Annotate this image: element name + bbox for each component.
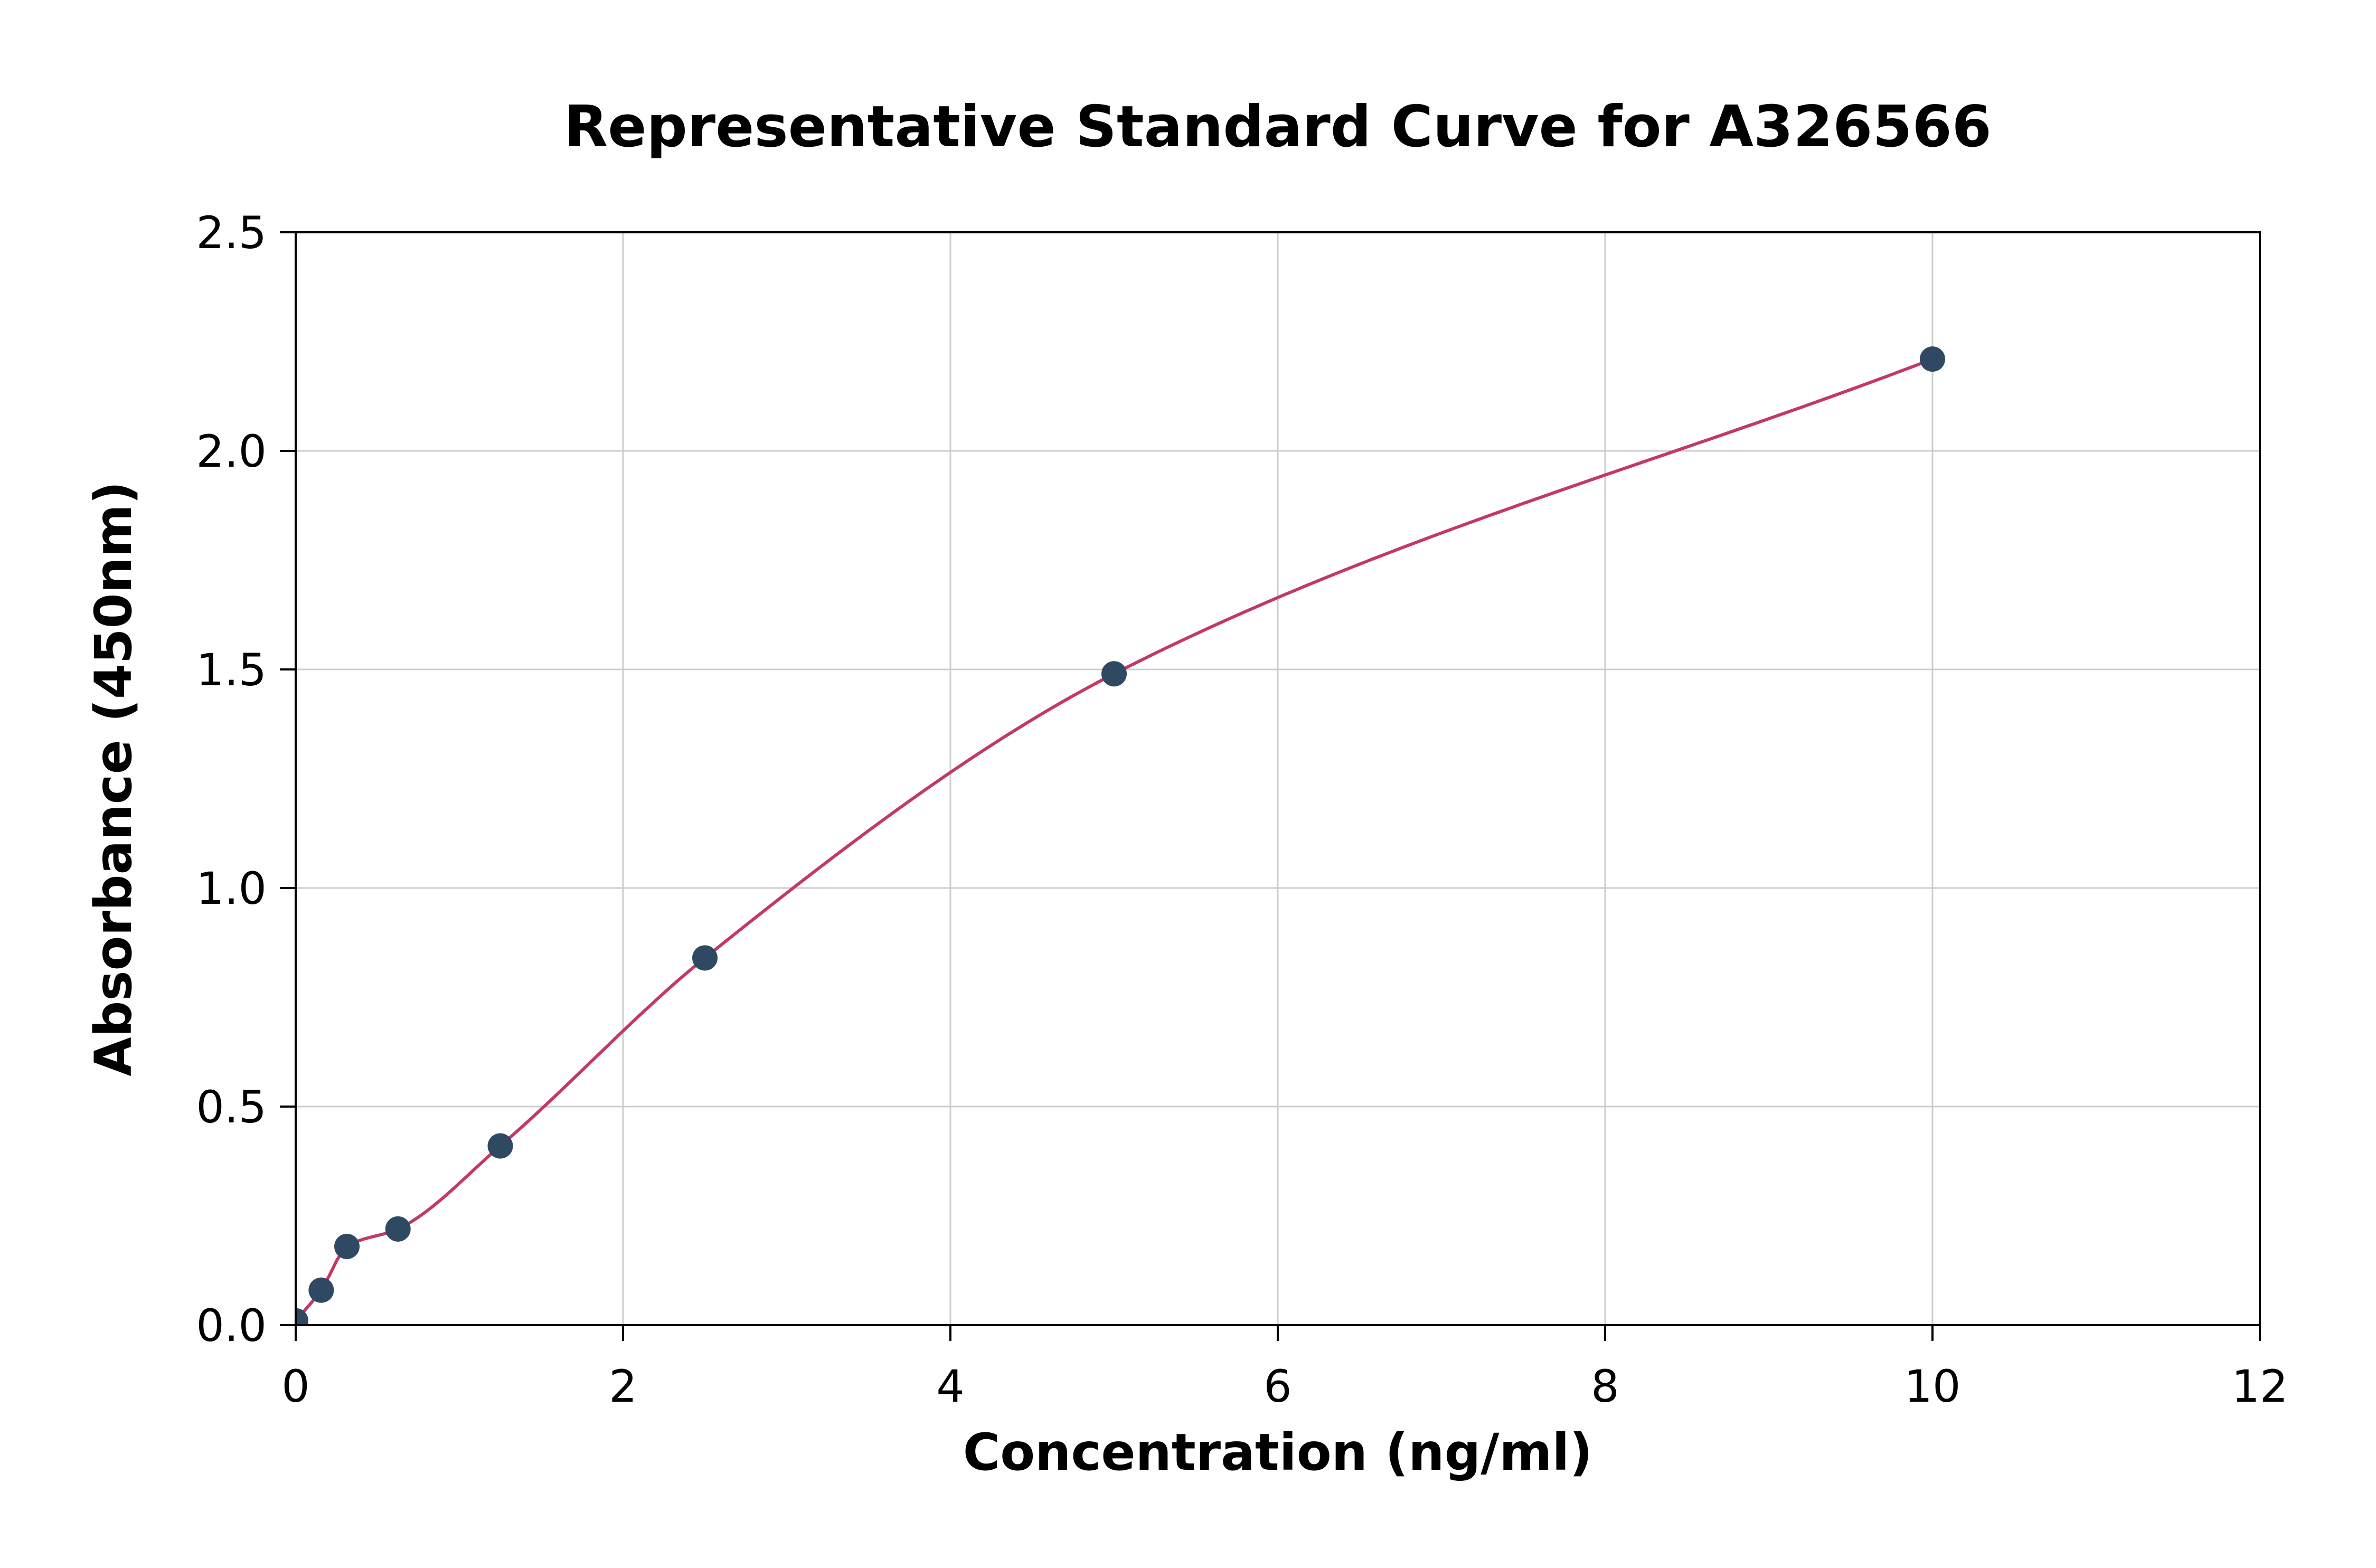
axes-frame (295, 231, 2261, 1326)
chart-title: Representative Standard Curve for A32656… (564, 94, 1992, 160)
y-tick-label: 0.5 (196, 1081, 267, 1133)
x-tick-label: 10 (1904, 1361, 1961, 1412)
x-tick-label: 2 (609, 1361, 637, 1412)
data-point (1920, 346, 1945, 372)
x-tick-label: 12 (2232, 1361, 2288, 1412)
x-tick-label: 8 (1591, 1361, 1619, 1412)
data-point (385, 1216, 411, 1242)
data-point (296, 1308, 308, 1325)
x-tick-label: 0 (281, 1361, 309, 1412)
y-tick-label: 1.0 (196, 863, 267, 914)
y-tick-label: 2.0 (196, 426, 267, 477)
y-tick-label: 2.5 (196, 207, 267, 259)
x-tick-label: 6 (1264, 1361, 1291, 1412)
data-point (692, 945, 718, 971)
y-axis-label: Absorbance (450nm) (84, 481, 143, 1076)
y-tick-label: 0.0 (196, 1300, 267, 1352)
data-point (334, 1233, 360, 1259)
data-point (308, 1277, 334, 1303)
data-point (1101, 661, 1127, 687)
x-tick-label: 4 (936, 1361, 964, 1412)
x-axis-label: Concentration (ng/ml) (963, 1423, 1593, 1482)
fit-curve (296, 357, 1934, 1322)
y-tick-label: 1.5 (196, 644, 267, 696)
data-point (487, 1133, 513, 1159)
